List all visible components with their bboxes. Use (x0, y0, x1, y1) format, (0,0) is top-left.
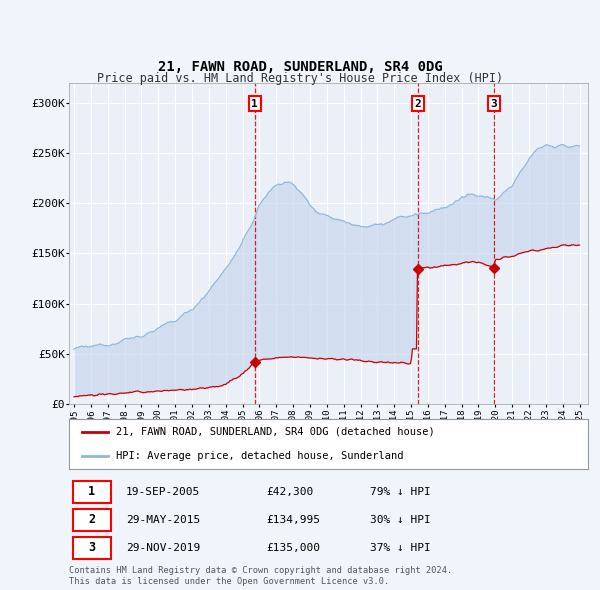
Text: 3: 3 (88, 541, 95, 554)
Text: Contains HM Land Registry data © Crown copyright and database right 2024.: Contains HM Land Registry data © Crown c… (69, 566, 452, 575)
Text: 29-NOV-2019: 29-NOV-2019 (126, 543, 200, 553)
FancyBboxPatch shape (73, 481, 110, 503)
Text: 29-MAY-2015: 29-MAY-2015 (126, 515, 200, 525)
Text: 21, FAWN ROAD, SUNDERLAND, SR4 0DG: 21, FAWN ROAD, SUNDERLAND, SR4 0DG (158, 60, 442, 74)
FancyBboxPatch shape (73, 509, 110, 531)
Text: 30% ↓ HPI: 30% ↓ HPI (370, 515, 431, 525)
Text: 21, FAWN ROAD, SUNDERLAND, SR4 0DG (detached house): 21, FAWN ROAD, SUNDERLAND, SR4 0DG (deta… (116, 427, 434, 437)
Text: Price paid vs. HM Land Registry's House Price Index (HPI): Price paid vs. HM Land Registry's House … (97, 72, 503, 85)
Text: 2: 2 (415, 99, 421, 109)
FancyBboxPatch shape (73, 537, 110, 559)
Text: £42,300: £42,300 (266, 487, 313, 497)
Text: This data is licensed under the Open Government Licence v3.0.: This data is licensed under the Open Gov… (69, 577, 389, 586)
Text: 19-SEP-2005: 19-SEP-2005 (126, 487, 200, 497)
Text: 37% ↓ HPI: 37% ↓ HPI (370, 543, 431, 553)
Text: HPI: Average price, detached house, Sunderland: HPI: Average price, detached house, Sund… (116, 451, 403, 461)
Text: 3: 3 (490, 99, 497, 109)
Text: £135,000: £135,000 (266, 543, 320, 553)
Text: 2: 2 (88, 513, 95, 526)
Text: 1: 1 (251, 99, 258, 109)
Text: 1: 1 (88, 486, 95, 499)
Text: £134,995: £134,995 (266, 515, 320, 525)
Text: 79% ↓ HPI: 79% ↓ HPI (370, 487, 431, 497)
